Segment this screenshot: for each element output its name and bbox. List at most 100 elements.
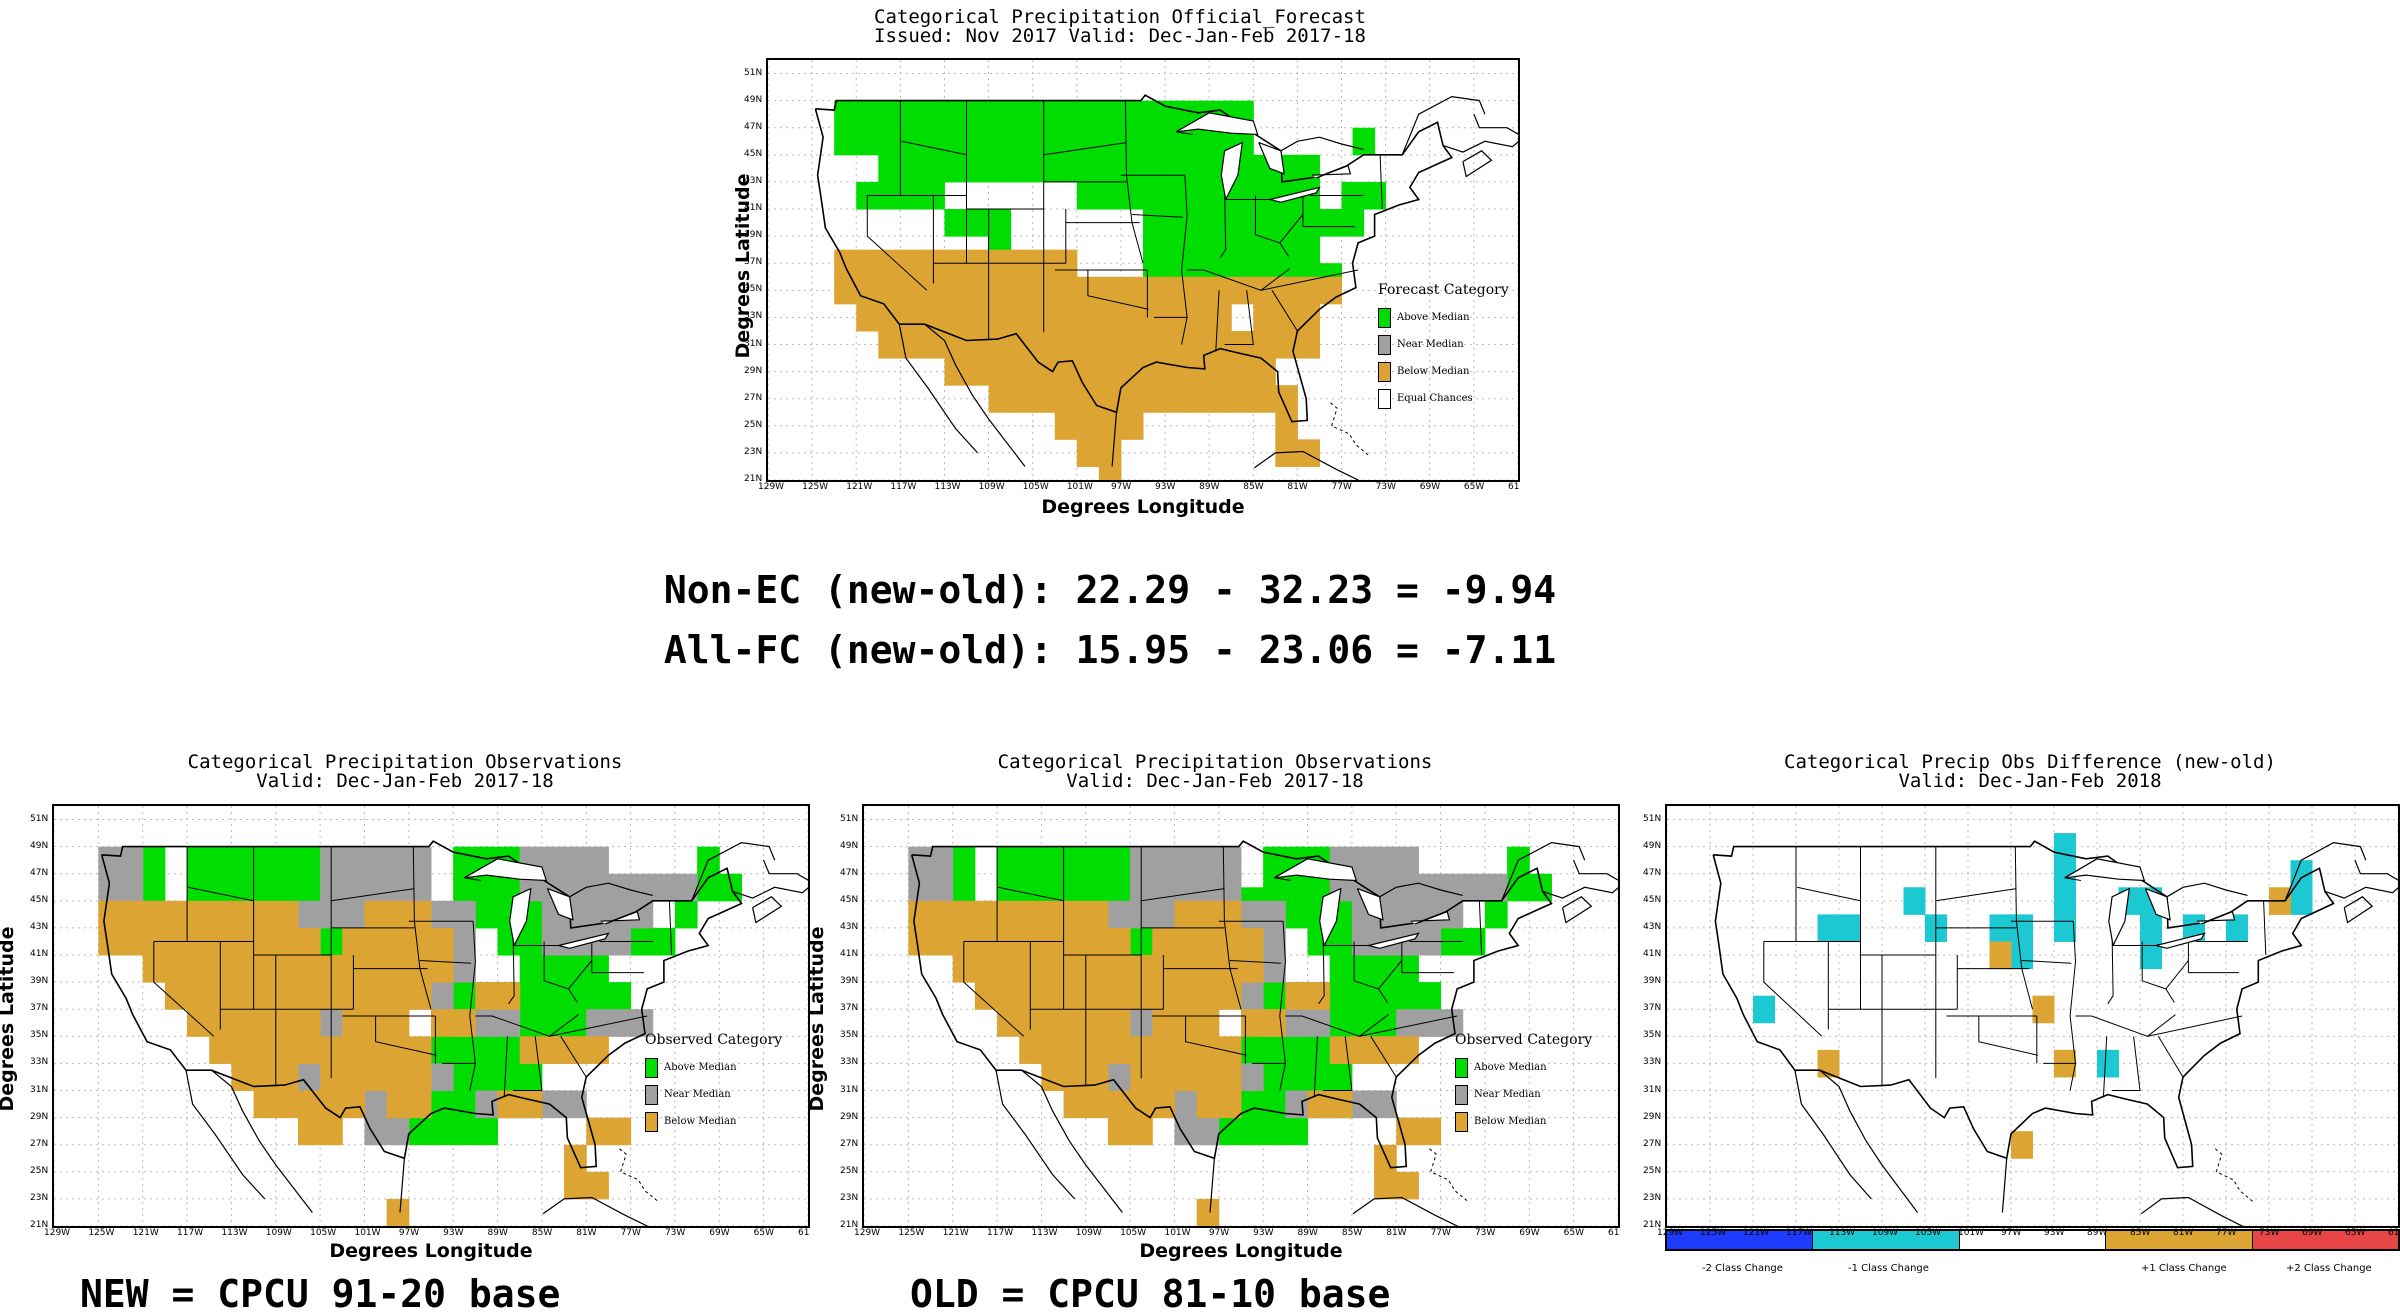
category-legend: Observed Category Above Median Near Median… (1455, 1032, 1592, 1135)
grid-cell-above (541, 1009, 565, 1037)
legend-item: Below Median (1378, 358, 1509, 385)
grid-cell-near (608, 900, 632, 929)
canada-coast (1562, 896, 1593, 924)
grid-cell-below (1396, 1036, 1419, 1064)
grid-cell-below (364, 1063, 388, 1092)
non-ec-stat: Non-EC (new-old): 22.29 - 32.23 = -9.94 (663, 568, 1557, 612)
grid-cell-near (1174, 873, 1198, 902)
grid-cell-above (541, 955, 565, 983)
lat-tick-label: 41N (1643, 949, 1662, 960)
grid-cell-below (586, 1117, 609, 1146)
lon-tick-label: 105W (1022, 482, 1049, 492)
grid-cell-above (1352, 127, 1376, 156)
grid-cell-below (1076, 303, 1100, 332)
cuba-coast (2140, 1196, 2244, 1226)
grid-cell-above (431, 1036, 454, 1064)
lat-tick-label: 23N (30, 1192, 49, 1203)
legend-item: Near Median (1455, 1081, 1592, 1108)
grid-cell-below (408, 1063, 432, 1092)
grid-cell-below (1098, 276, 1122, 305)
grid-cell-above (297, 873, 321, 902)
new-base-label: NEW = CPCU 91-20 base (80, 1272, 561, 1316)
lon-tick-label: 93W (1155, 482, 1176, 492)
grid-cell-above (497, 1063, 521, 1092)
boundaries (1712, 840, 2398, 1226)
grid-cell-above (519, 1009, 543, 1037)
lat-tick-label: 29N (840, 1111, 859, 1122)
mexico-coast (1209, 1158, 1215, 1213)
grid-cell-above (1484, 900, 1508, 929)
legend-title: Observed Category (645, 1032, 783, 1048)
grid-cell-near (1263, 927, 1286, 956)
grid-cell-above (1307, 1036, 1331, 1064)
grid-cell-below (1174, 1063, 1198, 1092)
grid-cell-above (900, 154, 923, 183)
grid-cell-near (431, 900, 454, 929)
grid-cell-below (564, 1144, 587, 1173)
grid-cell-above (1165, 181, 1188, 210)
state-line (668, 900, 673, 956)
grid-cell-above (1041, 873, 1065, 902)
lat-tick-label: 49N (840, 840, 859, 851)
grid-cell-above (1396, 955, 1419, 983)
colorbar-plus2 (2252, 1231, 2399, 1249)
forecast-subtitle: Issued: Nov 2017 Valid: Dec-Jan-Feb 2017… (874, 25, 1366, 47)
grid-cell-above (1241, 1117, 1264, 1146)
grid-cell-near (586, 846, 609, 875)
grid-cell-below (408, 927, 432, 956)
grid-cell-near (930, 873, 954, 902)
grid-cell-above (1054, 154, 1078, 183)
grid-cell-above (1263, 846, 1286, 875)
boundaries (910, 840, 1618, 1226)
great-lake (2155, 932, 2206, 949)
mexico-coast (185, 1070, 266, 1200)
grid-cell-above (1187, 127, 1210, 156)
grid-cell-above (1054, 127, 1078, 156)
grid-cell-near (364, 1117, 388, 1146)
grid-cell-near (674, 873, 698, 902)
grid-cell-below (541, 1036, 565, 1064)
grid-cell-below (1351, 1036, 1375, 1064)
grid-cell-below (1253, 385, 1276, 413)
grid-cell-above (275, 873, 299, 902)
grid-cell-near (564, 873, 587, 902)
grid-cell-below (1209, 385, 1232, 413)
grid-cell-above (1285, 1036, 1309, 1064)
state-line (543, 980, 578, 1003)
grid-cell-below (1196, 982, 1220, 1010)
state-line (1043, 142, 1127, 156)
state-line (1176, 131, 1193, 135)
grid-cell-below (275, 982, 299, 1010)
grid-cell-below (1041, 900, 1065, 929)
grid-cell-above (1351, 1009, 1375, 1037)
grid-cell-below (297, 982, 321, 1010)
state-line (2102, 1036, 2108, 1098)
grid-cell-above (1307, 873, 1331, 902)
grid-cell-below (164, 900, 188, 929)
grid-cell-below (878, 249, 901, 278)
grid-cell-above (1329, 927, 1353, 956)
state-line (1131, 214, 1183, 218)
lon-tick-label: 113W (934, 482, 961, 492)
state-line (412, 846, 432, 1010)
lat-tick-label: 41N (30, 949, 49, 960)
grid-cell-below (1120, 330, 1144, 359)
grid-cell-below (1076, 358, 1100, 386)
grid-cell-below (253, 955, 277, 983)
grid-cell-above (453, 846, 476, 875)
grid-cell-below (908, 927, 932, 956)
all-fc-stat: All-FC (new-old): 15.95 - 23.06 = -7.11 (663, 628, 1557, 672)
grid-cell-above (856, 127, 879, 156)
grid-cell-above (966, 209, 990, 237)
grid-cell-near (1107, 1063, 1131, 1092)
grid-cell-below (1174, 982, 1198, 1010)
grid-cell-below (231, 982, 255, 1010)
lat-tick-label: 37N (30, 1003, 49, 1014)
grid-cell-below (1041, 955, 1065, 983)
lat-tick-label: 41N (744, 203, 763, 214)
lon-tick-label: 85W (531, 1228, 553, 1238)
great-lake (546, 888, 574, 921)
grid-cell-below (1241, 927, 1264, 956)
grid-cell-below (974, 900, 998, 929)
grid-cell-above (1165, 209, 1188, 237)
